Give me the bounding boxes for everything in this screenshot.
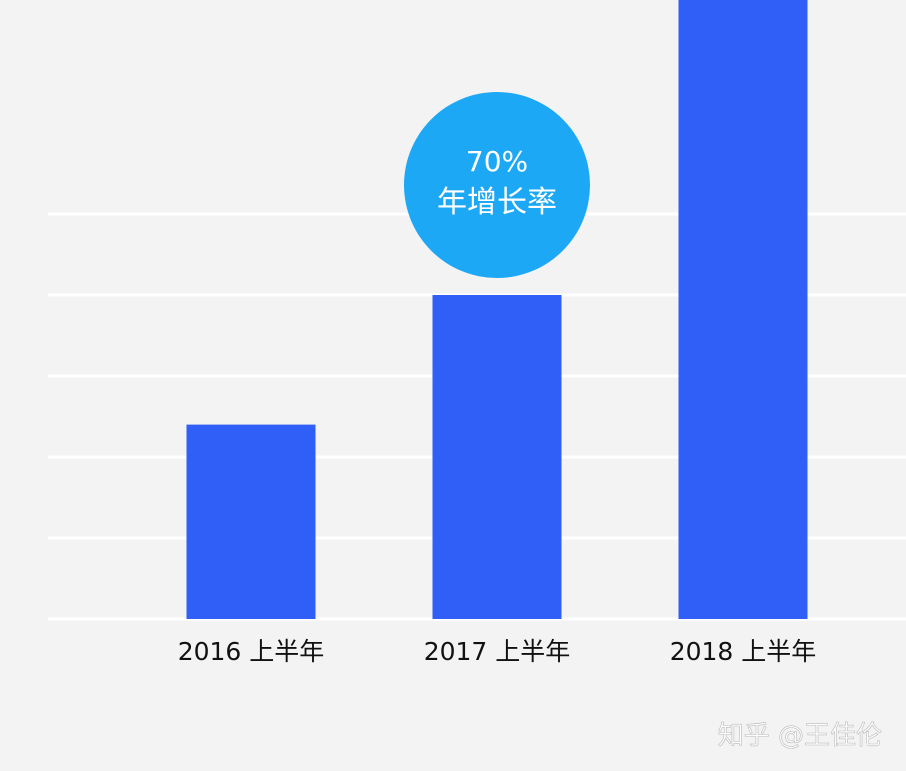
bars: [186, 0, 808, 620]
x-tick-labels: 2016 上半年 2017 上半年 2018 上半年: [178, 637, 817, 666]
x-tick-label: 2016 上半年: [178, 637, 325, 666]
growth-badge-label: 年增长率: [437, 185, 557, 220]
x-tick-label: 2017 上半年: [424, 637, 571, 666]
bar-1: [186, 424, 316, 619]
watermark: 知乎 @王佳伦: [718, 721, 882, 751]
bar-2: [432, 295, 562, 619]
x-tick-label: 2018 上半年: [670, 637, 817, 666]
growth-badge-value: 70%: [466, 145, 528, 178]
bar-3: [678, 0, 808, 620]
growth-badge-circle: [404, 92, 590, 278]
growth-badge: 70% 年增长率: [404, 92, 590, 278]
